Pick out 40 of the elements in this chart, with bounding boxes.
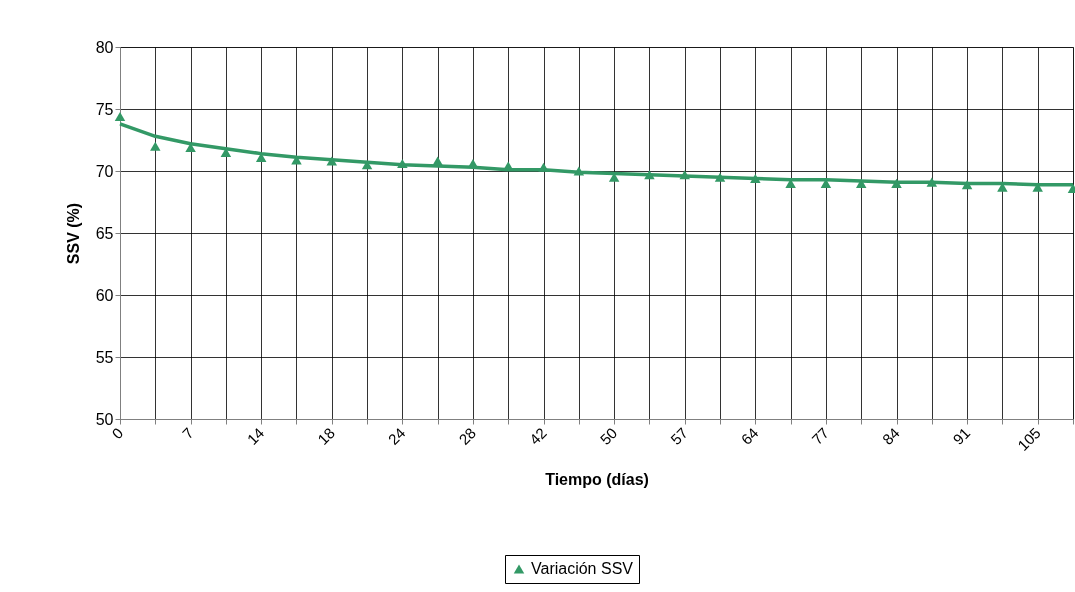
x-tick-label: 42 (525, 424, 550, 448)
x-tick-label: 7 (178, 424, 197, 443)
x-tick-label: 77 (808, 424, 833, 448)
y-axis-title: SSV (%) (64, 202, 82, 265)
point (397, 159, 408, 169)
y-tick-label: 75 (95, 100, 114, 118)
point (891, 178, 902, 188)
point (926, 177, 938, 187)
x-tick-label: 105 (1014, 424, 1044, 454)
x-tick-label: 18 (314, 424, 338, 448)
x-tick-label: 50 (596, 424, 621, 448)
point (150, 141, 161, 151)
point (679, 170, 690, 180)
y-tick-label: 60 (95, 286, 114, 304)
point (573, 166, 585, 176)
point (326, 156, 338, 166)
point (961, 180, 973, 190)
legend-label: Variación SSV (531, 560, 634, 577)
x-tick-label: 91 (949, 424, 974, 448)
point (291, 155, 302, 165)
y-tick-label: 65 (95, 224, 114, 242)
x-tick-label: 24 (384, 424, 409, 448)
point (750, 173, 761, 183)
point (644, 170, 655, 180)
point (855, 178, 867, 188)
x-tick-label: 84 (878, 424, 903, 448)
y-tick-label: 55 (95, 348, 114, 366)
y-tick-label: 80 (95, 38, 114, 56)
x-axis-title: Tiempo (días) (545, 470, 649, 488)
point (432, 156, 443, 166)
point (114, 111, 126, 121)
point (714, 172, 726, 182)
point (538, 162, 549, 172)
x-tick-label: 64 (737, 424, 762, 448)
x-tick-label: 57 (667, 424, 691, 448)
point (1032, 182, 1043, 192)
point (361, 160, 373, 170)
x-tick-label: 14 (243, 424, 268, 448)
y-tick-label: 70 (95, 162, 114, 180)
x-tick-label: 28 (455, 424, 480, 448)
